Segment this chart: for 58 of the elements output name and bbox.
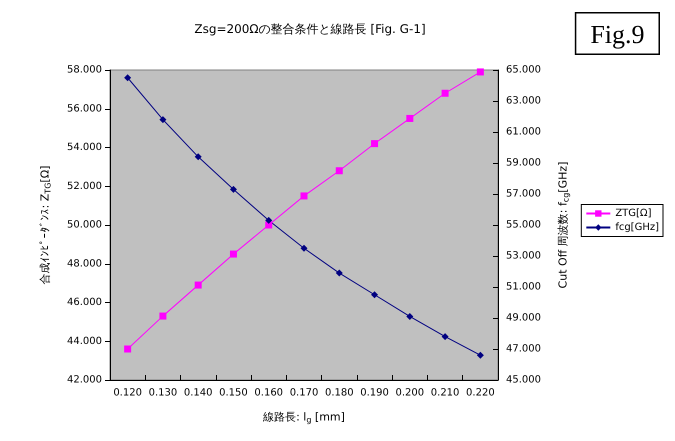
y2-tick-label: 63.000 (506, 96, 541, 106)
point (406, 114, 414, 122)
point (371, 140, 378, 148)
point (194, 282, 202, 289)
point (300, 244, 308, 252)
point (442, 333, 449, 340)
caption: Fig.9 (590, 20, 645, 49)
x-tick-label: 0.200 (396, 388, 424, 398)
y2-tick-label: 53.000 (506, 250, 541, 262)
y-tick-label: 56.000 (67, 103, 102, 114)
x-tick-label: 0.150 (219, 388, 248, 398)
y-tick-label: 44.000 (67, 336, 102, 347)
point (476, 352, 484, 359)
x-tick-label: 0.170 (290, 388, 318, 398)
point (194, 153, 202, 160)
point (476, 68, 484, 76)
y2-tick-label: 49.000 (506, 312, 541, 324)
point (124, 346, 132, 352)
point (159, 116, 166, 124)
point (336, 270, 343, 277)
x-tick-label: 0.140 (184, 388, 212, 398)
y2-tick-label: 65.000 (506, 64, 541, 76)
y2-tick-label: 45.000 (506, 374, 541, 386)
point (406, 312, 414, 320)
legend-label: fcg[GHz] (615, 222, 660, 233)
y-tick-label: 42.000 (67, 374, 102, 386)
point (230, 250, 237, 258)
point (230, 186, 237, 193)
x-tick-label: 0.220 (466, 388, 495, 398)
point (371, 291, 378, 298)
x-tick-label: 0.190 (360, 388, 389, 398)
x-tick-label: 0.210 (430, 388, 460, 398)
y2-tick-label: 59.000 (506, 158, 541, 168)
chart-title: Zsg=200Ωの整合条件と線路長 [Fig. G-1] (194, 22, 426, 36)
x-tick-label: 0.180 (324, 388, 354, 398)
x-tick-label: 0.130 (148, 388, 178, 398)
x-tick-label: 0.120 (113, 388, 142, 398)
y2-tick-label: 55.000 (506, 220, 541, 230)
y2-tick-label: 47.000 (506, 344, 541, 354)
y-tick-label: 50.000 (67, 220, 102, 230)
point (159, 312, 166, 320)
y-axis-title: 合成ｲﾝﾋﾟｰﾀﾞﾝｽ: ZTG[Ω] (38, 166, 52, 284)
y-tick-label: 54.000 (67, 142, 102, 153)
y-tick-label: 46.000 (67, 297, 102, 308)
y-tick-label: 48.000 (67, 258, 102, 270)
y2-tick-label: 57.000 (506, 188, 541, 200)
y2-axis-title: Cut Off 周波数: fcg[GHz] (556, 162, 570, 288)
point (336, 167, 343, 174)
y-tick-label: 58.000 (67, 64, 102, 76)
x-tick-label: 0.160 (254, 388, 284, 398)
y2-tick-label: 61.000 (506, 126, 541, 138)
y2-tick-label: 51.000 (506, 282, 541, 292)
y-tick-label: 52.000 (67, 180, 102, 192)
point (265, 216, 272, 224)
point (124, 74, 132, 82)
point (300, 192, 308, 200)
legend-label: ZTG[Ω] (615, 208, 652, 219)
point (442, 90, 449, 97)
